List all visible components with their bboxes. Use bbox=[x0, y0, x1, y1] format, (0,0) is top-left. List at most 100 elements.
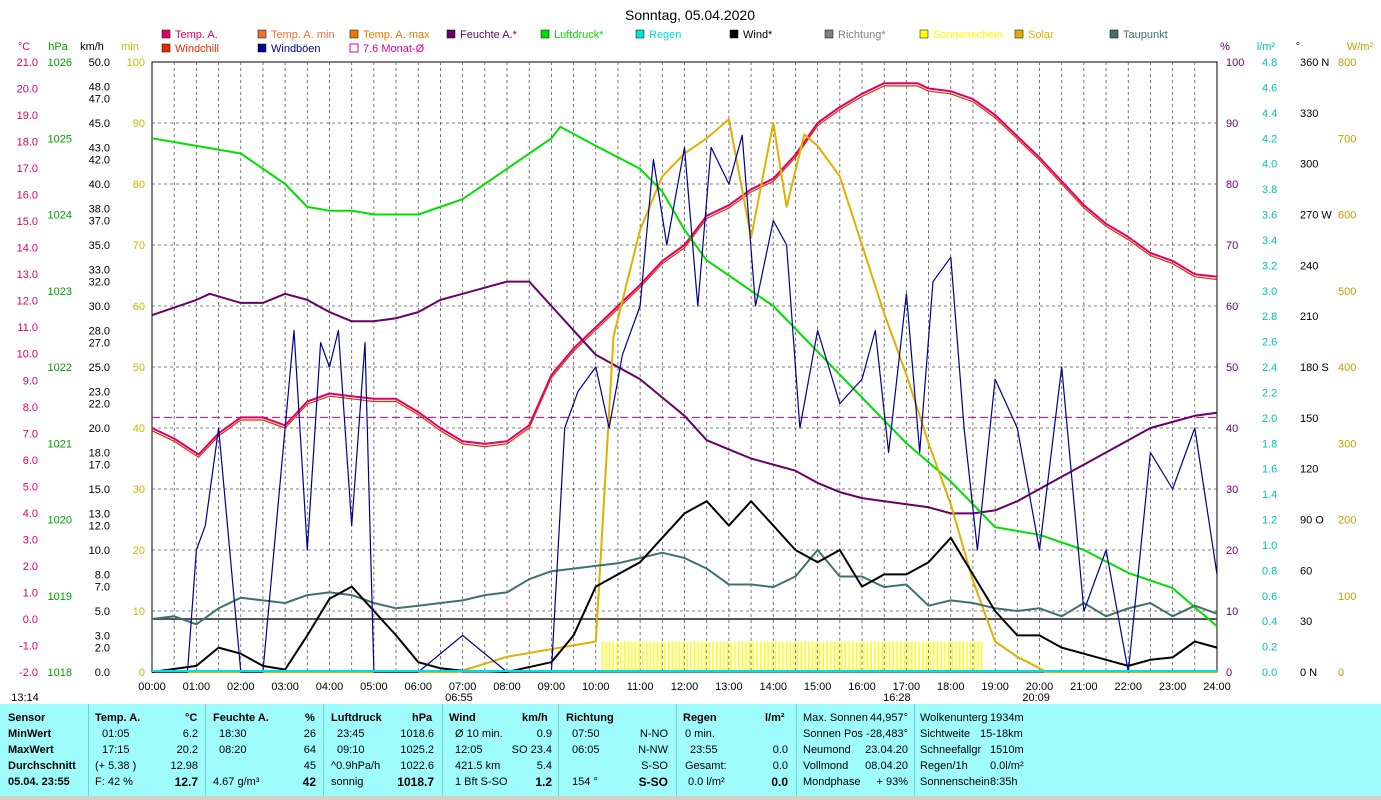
cloud-base-label: Wolkenunterg bbox=[920, 712, 988, 724]
wind-header: Wind bbox=[449, 712, 476, 724]
axis-tick-rain: 0.6 bbox=[1262, 591, 1277, 603]
series-line bbox=[151, 85, 1218, 458]
rain-current: 0.0 bbox=[771, 775, 788, 789]
legend-label: Temp. A. min bbox=[271, 29, 335, 41]
axis-tick-humidity: 10 bbox=[1226, 606, 1238, 618]
new-moon-value: 23.04.20 bbox=[865, 744, 908, 756]
x-tick-label: 12:00 bbox=[671, 681, 699, 693]
temp-max-value: 20.2 bbox=[176, 744, 198, 756]
axis-tick-rain: 3.8 bbox=[1262, 184, 1277, 196]
x-tick-label: 03:00 bbox=[271, 681, 299, 693]
legend-swatch bbox=[540, 29, 550, 39]
wind-beaufort: 1 Bft S-SO bbox=[455, 776, 508, 788]
x-tick-label: 01:00 bbox=[183, 681, 211, 693]
visibility-value: 15-18km bbox=[980, 728, 1023, 740]
axis-tick-temp: 14.0 bbox=[17, 243, 38, 255]
axis-tick-min: 100 bbox=[127, 57, 145, 69]
x-tick-label: 16:00 bbox=[848, 681, 876, 693]
axis-tick-humidity: 90 bbox=[1226, 118, 1238, 130]
legend-label: 7.6 Monat-Ø bbox=[363, 43, 425, 55]
max-sun-label: Max. Sonnen bbox=[803, 712, 868, 724]
pressure-trend-value: 1022.6 bbox=[400, 760, 434, 772]
legend-swatch bbox=[1109, 29, 1119, 39]
x-tick-label: 15:00 bbox=[804, 681, 832, 693]
axis-tick-pressure: 1018 bbox=[48, 667, 72, 679]
axis-tick-humidity: 70 bbox=[1226, 240, 1238, 252]
sunshine-label: Sonnenschein bbox=[920, 776, 990, 788]
axis-tick-rain: 4.8 bbox=[1262, 57, 1277, 69]
wind-avg10-value: 0.9 bbox=[536, 728, 552, 740]
axis-tick-humidity: 80 bbox=[1226, 179, 1238, 191]
axis-tick-rain: 3.2 bbox=[1262, 260, 1277, 272]
axis-tick-rain: 2.2 bbox=[1262, 387, 1277, 399]
pressure-header: Luftdruck bbox=[331, 712, 382, 724]
legend-swatch bbox=[161, 29, 171, 39]
axis-tick-temp: 4.0 bbox=[23, 508, 38, 520]
axis-tick-rain: 2.0 bbox=[1262, 413, 1277, 425]
x-tick-label: 00:00 bbox=[138, 681, 166, 693]
temp-unit: °C bbox=[185, 712, 198, 724]
axis-tick-humidity: 40 bbox=[1226, 423, 1238, 435]
axis-tick-min: 0 bbox=[139, 667, 145, 679]
weather-chart: Sonntag, 05.04.2020 Temp. A. Temp. A. min T… bbox=[11, 7, 1373, 704]
axis-tick-wind: 15.0 bbox=[89, 484, 110, 496]
axis-tick-direction: 330 bbox=[1300, 108, 1318, 120]
temp-feel: F: 42 % bbox=[95, 776, 133, 788]
series-line bbox=[151, 500, 1218, 673]
x-tick-label: 04:00 bbox=[316, 681, 344, 693]
axis-tick-wind: 50.0 bbox=[89, 57, 110, 69]
axis-tick-direction: 360 N bbox=[1300, 57, 1329, 69]
axis-tick-temp: 7.0 bbox=[23, 428, 38, 440]
pressure-max-time: 09:10 bbox=[337, 744, 365, 756]
legend-swatch bbox=[919, 29, 929, 39]
rain-max-time: 23:55 bbox=[690, 744, 718, 756]
moon-phase-value: + 93% bbox=[876, 776, 909, 788]
pressure-max-value: 1025.2 bbox=[400, 744, 434, 756]
axis-tick-temp: 10.0 bbox=[17, 349, 38, 361]
axis-unit-label: °C bbox=[18, 41, 30, 53]
axis-tick-direction: 90 O bbox=[1300, 515, 1324, 527]
axis-tick-temp: 13.0 bbox=[17, 269, 38, 281]
temp-max-time: 17:15 bbox=[102, 744, 130, 756]
axis-tick-direction: 240 bbox=[1300, 260, 1318, 272]
x-tick-label: 07:00 bbox=[449, 681, 477, 693]
axis-tick-direction: 60 bbox=[1300, 565, 1312, 577]
axis-tick-rain: 4.2 bbox=[1262, 133, 1277, 145]
rain-duration: 0 min. bbox=[685, 728, 715, 740]
axis-unit-label: min bbox=[121, 41, 139, 53]
axis-tick-wind: 48.0 bbox=[89, 81, 110, 93]
axis-tick-wind: 38.0 bbox=[89, 203, 110, 215]
axis-tick-solar: 500 bbox=[1338, 286, 1356, 298]
axis-tick-direction: 270 W bbox=[1300, 210, 1332, 222]
pressure-trend: ^0.9hPa/h bbox=[331, 760, 381, 772]
pressure-current: 1018.7 bbox=[397, 775, 434, 789]
rain-daily: 0.0 l/m² bbox=[688, 776, 725, 788]
x-tick-label: 14:00 bbox=[759, 681, 787, 693]
axis-tick-temp: 18.0 bbox=[17, 137, 38, 149]
axis-tick-wind: 7.0 bbox=[95, 582, 110, 594]
axis-tick-pressure: 1026 bbox=[48, 57, 72, 69]
axis-tick-min: 20 bbox=[133, 545, 145, 557]
axis-tick-min: 10 bbox=[133, 606, 145, 618]
axis-tick-solar: 0 bbox=[1338, 667, 1344, 679]
pressure-min-value: 1018.6 bbox=[400, 728, 434, 740]
axis-tick-wind: 30.0 bbox=[89, 301, 110, 313]
legend-label: Taupunkt bbox=[1123, 29, 1168, 41]
axis-unit-label: km/h bbox=[80, 41, 104, 53]
temp-avg-value: 12.98 bbox=[170, 760, 198, 772]
series-line bbox=[151, 280, 1218, 515]
max-row-label: MaxWert bbox=[8, 744, 54, 756]
humidity-max-time: 08:20 bbox=[219, 744, 247, 756]
axis-tick-wind: 8.0 bbox=[95, 569, 110, 581]
series-line bbox=[152, 118, 1217, 673]
avg-row-label: Durchschnitt bbox=[8, 760, 76, 772]
axis-tick-rain: 0.0 bbox=[1262, 667, 1277, 679]
chart-title: Sonntag, 05.04.2020 bbox=[625, 7, 755, 23]
axis-tick-wind: 47.0 bbox=[89, 94, 110, 106]
axis-tick-solar: 300 bbox=[1338, 438, 1356, 450]
axis-tick-temp: 5.0 bbox=[23, 481, 38, 493]
axis-tick-temp: 15.0 bbox=[17, 216, 38, 228]
axis-tick-temp: 0.0 bbox=[23, 614, 38, 626]
wind-unit: km/h bbox=[522, 712, 548, 724]
axis-tick-temp: 17.0 bbox=[17, 163, 38, 175]
